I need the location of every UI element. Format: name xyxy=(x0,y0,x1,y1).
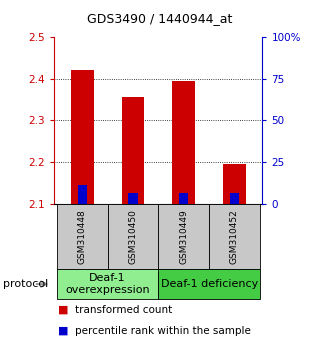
Text: ■: ■ xyxy=(58,305,68,315)
Bar xyxy=(57,204,108,269)
Bar xyxy=(230,193,239,204)
Bar xyxy=(122,97,144,204)
Bar xyxy=(78,185,87,204)
Bar xyxy=(179,193,188,204)
Bar xyxy=(172,81,195,204)
Bar xyxy=(158,269,260,299)
Text: GSM310450: GSM310450 xyxy=(129,209,138,264)
Bar xyxy=(57,269,158,299)
Bar xyxy=(128,193,138,204)
Text: GDS3490 / 1440944_at: GDS3490 / 1440944_at xyxy=(87,12,233,25)
Text: transformed count: transformed count xyxy=(75,305,172,315)
Bar xyxy=(158,204,209,269)
Text: Deaf-1
overexpression: Deaf-1 overexpression xyxy=(65,273,150,295)
Bar xyxy=(223,164,246,204)
Text: GSM310452: GSM310452 xyxy=(230,209,239,264)
Text: Deaf-1 deficiency: Deaf-1 deficiency xyxy=(161,279,258,289)
Text: GSM310449: GSM310449 xyxy=(179,209,188,264)
Text: ■: ■ xyxy=(58,326,68,336)
Bar xyxy=(108,204,158,269)
Bar xyxy=(209,204,260,269)
Text: percentile rank within the sample: percentile rank within the sample xyxy=(75,326,251,336)
Bar xyxy=(71,70,94,204)
Text: GSM310448: GSM310448 xyxy=(78,209,87,264)
Text: protocol: protocol xyxy=(3,279,48,289)
